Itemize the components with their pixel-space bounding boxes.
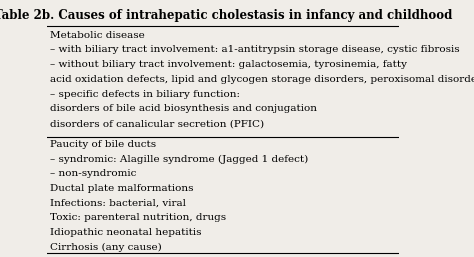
- Text: – without biliary tract involvement: galactosemia, tyrosinemia, fatty: – without biliary tract involvement: gal…: [50, 60, 408, 69]
- Text: Paucity of bile ducts: Paucity of bile ducts: [50, 140, 156, 149]
- Text: Toxic: parenteral nutrition, drugs: Toxic: parenteral nutrition, drugs: [50, 214, 227, 223]
- Text: disorders of canalicular secretion (PFIC): disorders of canalicular secretion (PFIC…: [50, 119, 264, 128]
- Text: Infections: bacterial, viral: Infections: bacterial, viral: [50, 199, 186, 208]
- Text: disorders of bile acid biosynthesis and conjugation: disorders of bile acid biosynthesis and …: [50, 104, 318, 113]
- Text: – syndromic: Alagille syndrome (Jagged 1 defect): – syndromic: Alagille syndrome (Jagged 1…: [50, 154, 309, 164]
- Text: Ductal plate malformations: Ductal plate malformations: [50, 184, 194, 193]
- Text: acid oxidation defects, lipid and glycogen storage disorders, peroxisomal disord: acid oxidation defects, lipid and glycog…: [50, 75, 474, 84]
- Text: – specific defects in biliary function:: – specific defects in biliary function:: [50, 90, 240, 99]
- Text: – with biliary tract involvement: a1-antitrypsin storage disease, cystic fibrosi: – with biliary tract involvement: a1-ant…: [50, 45, 460, 54]
- Text: Table 2b. Causes of intrahepatic cholestasis in infancy and childhood: Table 2b. Causes of intrahepatic cholest…: [0, 9, 452, 22]
- Text: Cirrhosis (any cause): Cirrhosis (any cause): [50, 243, 162, 252]
- Text: – non-syndromic: – non-syndromic: [50, 169, 137, 178]
- Text: Metabolic disease: Metabolic disease: [50, 31, 145, 40]
- Text: Idiopathic neonatal hepatitis: Idiopathic neonatal hepatitis: [50, 228, 202, 237]
